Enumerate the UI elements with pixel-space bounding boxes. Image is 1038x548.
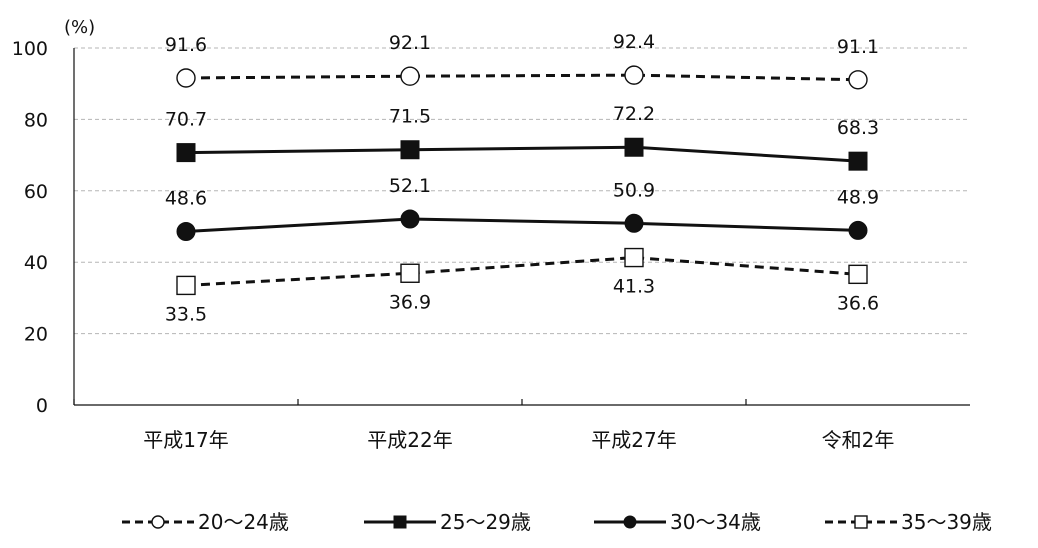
data-label: 91.6 (165, 34, 207, 56)
y-tick-label: 40 (24, 252, 48, 274)
y-unit-label: (%) (64, 17, 95, 38)
data-point (176, 221, 196, 241)
series-line (185, 217, 859, 233)
data-point (400, 209, 420, 229)
data-point (400, 140, 420, 160)
legend-marker (854, 515, 868, 529)
x-tick-label: 平成17年 (143, 428, 228, 452)
data-point (624, 247, 644, 268)
data-label: 41.3 (613, 276, 655, 298)
data-label: 48.6 (165, 187, 207, 209)
data-point (400, 263, 420, 283)
y-tick-label: 100 (12, 38, 48, 60)
x-tick-label: 平成27年 (591, 428, 676, 452)
data-label: 48.9 (837, 186, 879, 208)
y-tick-label: 60 (24, 181, 48, 203)
data-label: 72.2 (613, 103, 655, 125)
data-label: 91.1 (837, 36, 879, 58)
legend-marker (151, 515, 165, 529)
data-label: 36.6 (837, 292, 879, 314)
data-point (848, 70, 868, 90)
series-line (185, 145, 859, 163)
data-point (848, 264, 868, 285)
series-line (185, 256, 859, 287)
data-label: 33.5 (165, 303, 207, 325)
data-point (848, 151, 868, 171)
legend-label: 30～34歳 (670, 510, 761, 534)
y-tick-label: 20 (24, 324, 48, 346)
y-tick-label: 0 (36, 395, 48, 417)
data-point (624, 213, 644, 233)
data-label: 92.4 (613, 31, 655, 53)
data-point (176, 143, 196, 163)
legend-marker (393, 515, 407, 529)
data-label: 50.9 (613, 179, 655, 201)
legend-marker (623, 515, 637, 529)
data-point (624, 137, 644, 157)
y-tick-label: 80 (24, 109, 48, 131)
x-tick-label: 平成22年 (367, 428, 452, 452)
data-label: 52.1 (389, 175, 431, 197)
data-label: 71.5 (389, 106, 431, 128)
data-point (848, 220, 868, 240)
data-label: 70.7 (165, 109, 207, 131)
legend-label: 35～39歳 (901, 510, 992, 534)
data-label: 92.1 (389, 32, 431, 54)
data-point (176, 275, 196, 296)
legend-label: 20～24歳 (198, 510, 289, 534)
data-label: 68.3 (837, 117, 879, 139)
data-label: 36.9 (389, 291, 431, 313)
x-tick-label: 令和2年 (822, 428, 895, 452)
data-point (176, 68, 196, 88)
data-point (624, 65, 644, 85)
legend-label: 25～29歳 (440, 510, 531, 534)
data-point (400, 66, 420, 86)
series-line (185, 73, 859, 82)
